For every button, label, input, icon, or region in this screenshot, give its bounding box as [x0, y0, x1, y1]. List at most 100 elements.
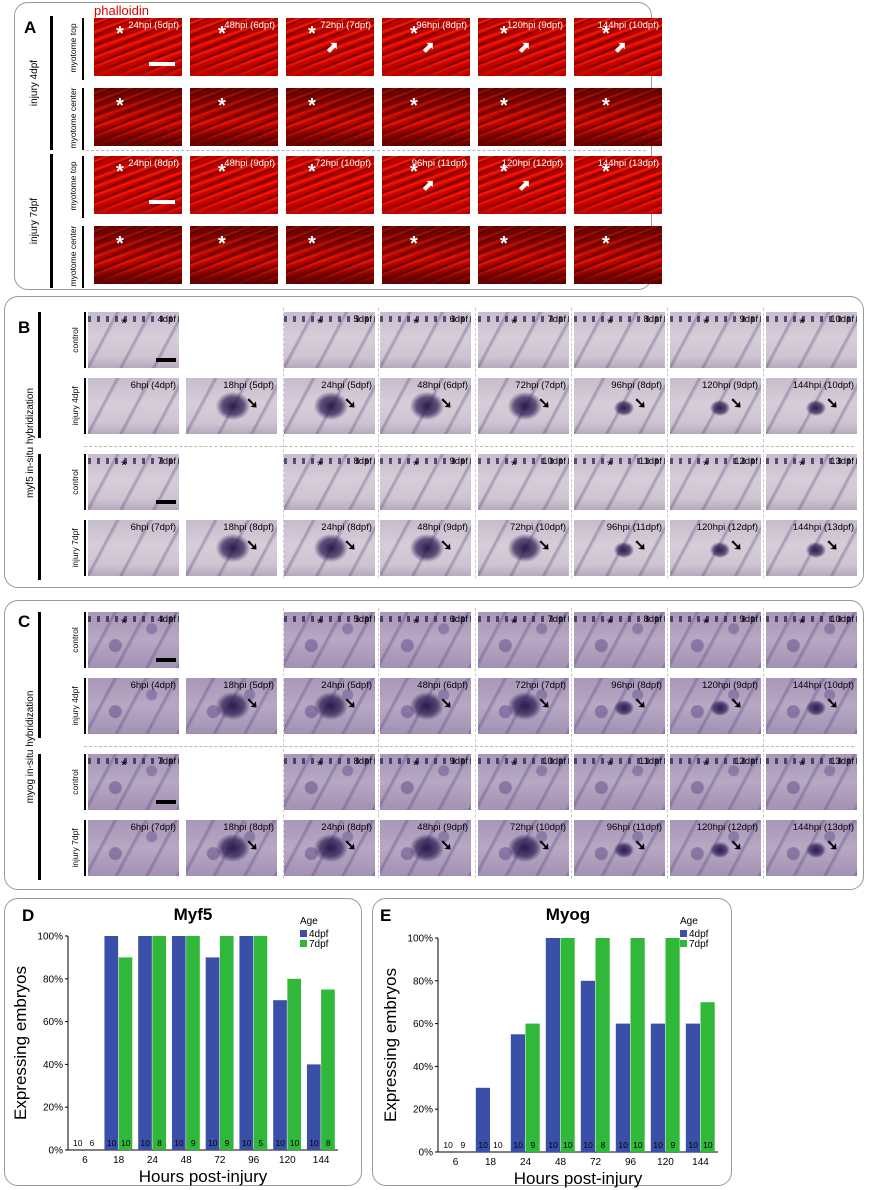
- panel_b-tile-label: 12dpf: [734, 456, 758, 467]
- panel_c-tile-label: 5dpf: [353, 614, 373, 625]
- panel_c-image-tile: 7dpf *: [88, 754, 179, 810]
- panel-a-image-tile: 120hpi (12dpf) * ⬈: [478, 156, 566, 214]
- sample-size-label: 10: [121, 1138, 131, 1148]
- chart-title: Myf5: [174, 905, 213, 924]
- panel_b-tile-label: 6dpf: [449, 314, 469, 325]
- panel_b-group-bar: [38, 312, 41, 438]
- expression-arrow-icon: ➘: [440, 695, 453, 712]
- panel-d-letter: D: [22, 906, 35, 925]
- panel_b-image-tile: 5dpf *: [284, 312, 375, 368]
- panel_c-tile-label: 96hpi (8dpf): [611, 680, 662, 691]
- sample-size-label: 10: [242, 1138, 252, 1148]
- x-tick-label: 72: [214, 1155, 226, 1166]
- panel_c-row-bar: [84, 754, 86, 810]
- panel-a-tile-label: 144hpi (10dpf): [597, 20, 659, 31]
- panel_c-image-tile: 4dpf *: [88, 612, 179, 668]
- panel_c-tile-label: 12dpf: [734, 756, 758, 767]
- sample-size-label: 9: [191, 1138, 196, 1148]
- panel-a-letter: A: [24, 18, 37, 37]
- panel_b-image-tile: 9dpf *: [670, 312, 761, 368]
- panel_c-column-divider: [475, 608, 476, 878]
- panel_b-tile-label: 24hpi (5dpf): [321, 380, 372, 391]
- bar-7dpf: [253, 936, 268, 1150]
- panel_c-column-divider: [667, 608, 668, 878]
- injury-site-asterisk: *: [218, 233, 226, 255]
- y-tick-label: 20%: [43, 1103, 63, 1114]
- panel-a-image-tile: *: [94, 88, 182, 146]
- panel_b-image-tile: 4dpf *: [88, 312, 179, 368]
- sample-size-label: 8: [600, 1140, 605, 1150]
- panel_c-tile-label: 144hpi (10dpf): [792, 680, 854, 691]
- sample-size-label: 10: [107, 1138, 117, 1148]
- panel_c-tile-label: 24hpi (8dpf): [321, 822, 372, 833]
- panel_b-separator: [84, 446, 854, 447]
- panel_c-tile-label: 72hpi (10dpf): [510, 822, 566, 833]
- panel_c-column-divider: [763, 608, 764, 878]
- panel-b-side-label: myf5 in-situ hybridization: [25, 387, 36, 499]
- x-tick-label: 6: [82, 1155, 88, 1166]
- scale-bar: [149, 200, 175, 204]
- expression-arrow-icon: ➘: [440, 837, 453, 854]
- bar-4dpf: [685, 1023, 700, 1152]
- panel_b-image-tile: 7dpf *: [88, 454, 179, 510]
- panel_c-image-tile: 8dpf *: [574, 612, 665, 668]
- injury-site-asterisk: *: [703, 315, 709, 332]
- sample-size-label: 10: [443, 1140, 453, 1150]
- panel_b-image-tile: 18hpi (8dpf) ➘: [186, 520, 277, 576]
- panel_b-tile-label: 18hpi (5dpf): [223, 380, 274, 391]
- panel_c-separator: [84, 746, 854, 747]
- expression-arrow-icon: ➘: [826, 837, 839, 854]
- injury-site-asterisk: *: [121, 757, 127, 774]
- bar-4dpf: [510, 1034, 525, 1152]
- bar-4dpf: [273, 1000, 287, 1150]
- panel_b-tile-label: 7dpf: [547, 314, 567, 325]
- panel_b-column-divider: [475, 308, 476, 578]
- bar-7dpf: [118, 957, 133, 1150]
- expression-arrow-icon: ➘: [730, 537, 743, 554]
- injury-site-asterisk: *: [799, 757, 805, 774]
- expression-arrow-icon: ➘: [826, 537, 839, 554]
- panel-a-image-tile: *: [574, 88, 662, 146]
- panel_c-tile-label: 48hpi (6dpf): [417, 680, 468, 691]
- panel-a-image-tile: *: [574, 226, 662, 284]
- panel_b-tile-label: 120hpi (9dpf): [702, 380, 758, 391]
- sample-size-label: 10: [478, 1140, 488, 1150]
- panel-a-tile-label: 96hpi (8dpf): [416, 20, 467, 31]
- injury-site-asterisk: *: [116, 23, 124, 45]
- panel_c-image-tile: 6hpi (7dpf): [88, 820, 179, 876]
- panel-a-tile-label: 120hpi (12dpf): [501, 158, 563, 169]
- panel-a-group-label: injury 4dpf: [29, 59, 40, 107]
- panel_c-tile-label: 96hpi (11dpf): [606, 822, 662, 833]
- expression-arrow-icon: ➘: [730, 395, 743, 412]
- panel-a-row-bar: [82, 226, 84, 288]
- y-axis-label: Expressing embryos: [381, 968, 400, 1122]
- injury-site-asterisk: *: [500, 95, 508, 117]
- panel_b-group-bar: [38, 454, 41, 580]
- legend-entry-7dpf: 7dpf: [309, 939, 329, 950]
- scale-bar: [156, 800, 176, 804]
- panel-a-tile-label: 72hpi (10dpf): [315, 158, 371, 169]
- legend-title: Age: [680, 916, 698, 927]
- sample-size-label: 10: [513, 1140, 523, 1150]
- x-tick-label: 96: [625, 1157, 637, 1168]
- bar-4dpf: [580, 980, 595, 1152]
- legend-entry-4dpf: 4dpf: [309, 929, 329, 940]
- injury-site-asterisk: *: [413, 315, 419, 332]
- panel_c-tile-label: 120hpi (12dpf): [696, 822, 758, 833]
- panel_b-tile-label: 24hpi (8dpf): [321, 522, 372, 533]
- sample-size-label: 10: [276, 1138, 286, 1148]
- panel_c-image-tile: 9dpf *: [670, 612, 761, 668]
- injury-site-asterisk: *: [703, 757, 709, 774]
- panel_b-column-divider: [283, 308, 284, 578]
- bar-7dpf: [219, 936, 234, 1150]
- panel_b-image-tile: 8dpf *: [574, 312, 665, 368]
- panel_b-image-tile: 144hpi (13dpf) ➘: [766, 520, 857, 576]
- panel_c-group-bar: [38, 754, 41, 880]
- injury-site-asterisk: *: [500, 233, 508, 255]
- panel-a-tile-label: 48hpi (9dpf): [224, 158, 275, 169]
- x-tick-label: 18: [485, 1157, 497, 1168]
- panel_b-image-tile: 48hpi (9dpf) ➘: [380, 520, 471, 576]
- panel_c-image-tile: 5dpf *: [284, 612, 375, 668]
- injury-site-asterisk: *: [410, 23, 418, 45]
- injury-site-asterisk: *: [121, 457, 127, 474]
